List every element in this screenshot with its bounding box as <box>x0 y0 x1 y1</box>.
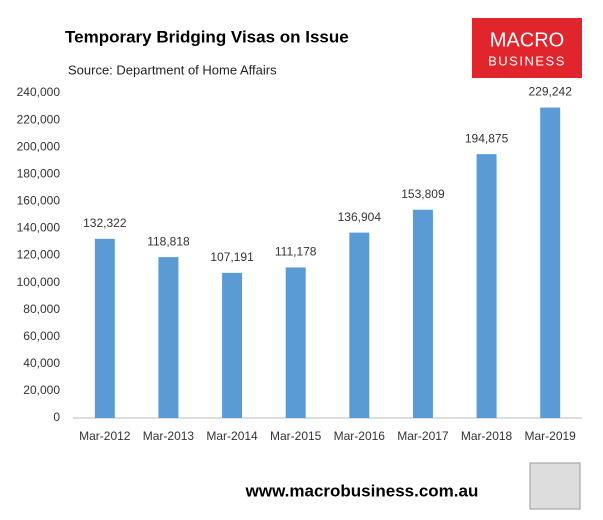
data-label: 111,178 <box>275 245 317 259</box>
bar <box>158 257 179 418</box>
y-tick-label: 140,000 <box>17 221 61 235</box>
x-tick-label: Mar-2014 <box>206 429 258 443</box>
y-tick-label: 40,000 <box>23 356 60 370</box>
x-tick-label: Mar-2016 <box>334 429 386 443</box>
y-tick-label: 0 <box>53 410 60 424</box>
logo-box <box>472 18 582 78</box>
data-label: 153,809 <box>401 187 445 201</box>
y-tick-label: 120,000 <box>17 248 61 262</box>
y-tick-label: 220,000 <box>17 112 61 126</box>
bar <box>540 107 561 419</box>
x-tick-label: Mar-2015 <box>270 429 322 443</box>
chart-subtitle: Source: Department of Home Affairs <box>68 62 277 77</box>
y-tick-label: 160,000 <box>17 194 61 208</box>
chart-title: Temporary Bridging Visas on Issue <box>65 27 349 46</box>
data-label: 132,322 <box>83 216 127 230</box>
y-tick-label: 60,000 <box>23 329 60 343</box>
y-tick-label: 80,000 <box>23 302 60 316</box>
bar <box>94 238 115 418</box>
y-tick-label: 200,000 <box>17 139 61 153</box>
data-label: 118,818 <box>147 234 190 248</box>
y-tick-label: 180,000 <box>17 166 61 180</box>
bar <box>285 267 306 418</box>
y-tick-label: 240,000 <box>17 85 61 99</box>
bar <box>476 154 497 419</box>
data-label: 136,904 <box>338 210 382 224</box>
bar <box>222 272 243 418</box>
data-label: 229,242 <box>528 85 572 99</box>
y-tick-label: 20,000 <box>23 383 60 397</box>
y-tick-label: 100,000 <box>17 275 61 289</box>
x-tick-label: Mar-2013 <box>143 429 195 443</box>
x-tick-label: Mar-2012 <box>79 429 131 443</box>
x-tick-label: Mar-2019 <box>525 429 577 443</box>
bar <box>412 209 433 418</box>
logo-text: MACRO <box>490 29 564 51</box>
data-label: 194,875 <box>465 131 509 145</box>
x-tick-label: Mar-2017 <box>397 429 449 443</box>
x-tick-label: Mar-2018 <box>461 429 513 443</box>
fox-logo <box>529 462 581 510</box>
footer-url: www.macrobusiness.com.au <box>245 481 479 500</box>
bar <box>349 232 370 418</box>
logo-text: BUSINESS <box>488 53 566 68</box>
data-label: 107,191 <box>210 250 254 264</box>
